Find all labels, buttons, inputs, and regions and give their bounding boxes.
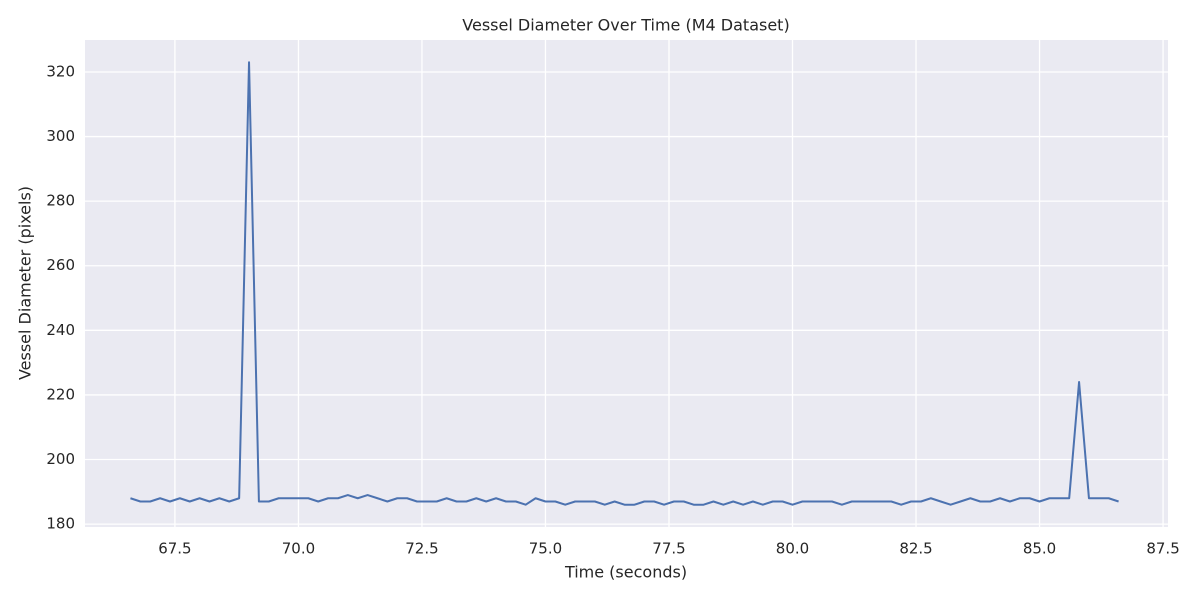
y-tick-label: 260 [46, 256, 75, 274]
x-tick-label: 87.5 [1146, 540, 1179, 558]
y-tick-label: 240 [46, 321, 75, 339]
y-tick-label: 200 [46, 450, 75, 468]
x-tick-label: 85.0 [1023, 540, 1056, 558]
y-tick-label: 300 [46, 127, 75, 145]
x-tick-label: 72.5 [405, 540, 438, 558]
x-tick-label: 77.5 [652, 540, 685, 558]
y-tick-label: 220 [46, 385, 75, 403]
y-axis-label: Vessel Diameter (pixels) [16, 186, 35, 380]
x-axis-label: Time (seconds) [564, 563, 687, 582]
y-tick-label: 180 [46, 515, 75, 533]
plot-area [85, 40, 1168, 527]
data-line [130, 61, 1119, 506]
chart-title: Vessel Diameter Over Time (M4 Dataset) [462, 16, 789, 35]
x-tick-label: 82.5 [899, 540, 932, 558]
x-tick-label: 80.0 [776, 540, 809, 558]
y-tick-label: 320 [46, 62, 75, 80]
y-tick-label: 280 [46, 192, 75, 210]
x-tick-label: 70.0 [282, 540, 315, 558]
x-tick-label: 67.5 [158, 540, 191, 558]
x-tick-label: 75.0 [529, 540, 562, 558]
